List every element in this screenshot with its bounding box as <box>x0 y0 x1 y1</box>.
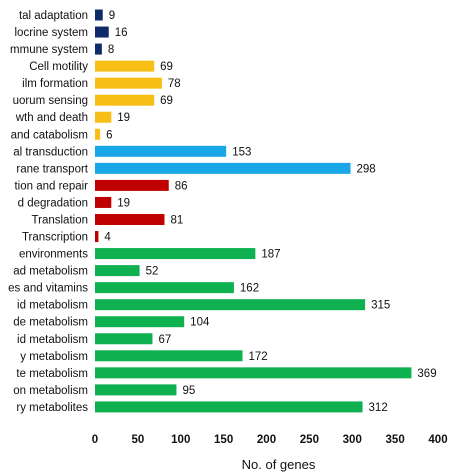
value-label: 153 <box>232 146 251 158</box>
bar <box>95 282 234 294</box>
category-label: id metabolism <box>17 334 88 346</box>
value-label: 104 <box>190 317 210 329</box>
category-label: mmune system <box>10 44 88 56</box>
x-axis-title: No. of genes <box>242 457 316 472</box>
bar <box>95 367 412 379</box>
bar <box>95 231 99 243</box>
category-label: rane transport <box>16 163 88 175</box>
value-label: 187 <box>261 249 280 261</box>
bar <box>95 77 162 89</box>
category-label: environments <box>19 249 88 261</box>
value-label: 78 <box>168 78 181 90</box>
value-label: 19 <box>117 112 130 124</box>
x-tick-label: 250 <box>300 434 319 446</box>
bar <box>95 299 366 311</box>
x-tick-label: 400 <box>428 434 447 446</box>
category-label: d degradation <box>18 197 88 209</box>
value-label: 81 <box>170 214 183 226</box>
category-label: al transduction <box>13 146 88 158</box>
value-label: 162 <box>240 283 259 295</box>
bar <box>95 94 155 106</box>
category-label: tion and repair <box>14 180 88 192</box>
value-label: 315 <box>371 300 390 312</box>
value-label: 6 <box>106 129 112 141</box>
category-labels: tal adaptation locrine system mmune system… <box>8 10 89 414</box>
value-label: 369 <box>417 368 436 380</box>
category-label: y metabolism <box>20 351 88 363</box>
category-label: uorum sensing <box>13 95 88 107</box>
bar <box>95 196 112 208</box>
value-label: 69 <box>160 95 173 107</box>
bar <box>95 111 112 123</box>
bar <box>95 60 155 72</box>
value-label: 95 <box>182 385 195 397</box>
bar <box>95 333 153 345</box>
x-tick-label: 300 <box>343 434 362 446</box>
value-label: 67 <box>158 334 171 346</box>
value-label: 19 <box>117 197 130 209</box>
category-label: wth and death <box>15 112 88 124</box>
category-label: id metabolism <box>17 300 88 312</box>
bar <box>95 128 101 140</box>
bar <box>95 9 103 21</box>
value-label: 86 <box>175 180 188 192</box>
value-label: 172 <box>248 351 267 363</box>
bar <box>95 162 351 174</box>
bar <box>95 265 140 277</box>
bars-group <box>95 9 412 413</box>
x-tick-label: 150 <box>214 434 233 446</box>
bar <box>95 316 185 328</box>
x-tick-label: 350 <box>386 434 405 446</box>
category-label: de metabolism <box>13 317 88 329</box>
category-label: Translation <box>32 214 88 226</box>
bar <box>95 179 169 191</box>
x-tick-label: 0 <box>92 434 98 446</box>
category-label: Transcription <box>22 232 88 244</box>
category-label: ilm formation <box>22 78 88 90</box>
value-label: 312 <box>369 402 388 414</box>
value-label: 298 <box>357 163 376 175</box>
category-label: and catabolism <box>11 129 88 141</box>
value-label: 69 <box>160 61 173 73</box>
category-label: te metabolism <box>16 368 88 380</box>
bar <box>95 401 363 413</box>
bar <box>95 384 177 396</box>
bar <box>95 213 165 225</box>
x-tick-label: 100 <box>171 434 190 446</box>
category-label: ry metabolites <box>16 402 88 414</box>
bar <box>95 248 256 260</box>
bar <box>95 145 227 157</box>
value-label: 9 <box>109 10 115 22</box>
bar <box>95 43 102 55</box>
category-label: locrine system <box>15 27 89 39</box>
category-label: on metabolism <box>13 385 88 397</box>
category-label: ad metabolism <box>13 266 88 278</box>
category-label: es and vitamins <box>8 283 88 295</box>
value-label: 4 <box>104 232 111 244</box>
category-label: tal adaptation <box>19 10 88 22</box>
value-label: 8 <box>108 44 114 56</box>
value-label: 16 <box>115 27 128 39</box>
x-tick-label: 50 <box>131 434 144 446</box>
bar <box>95 26 109 38</box>
x-tick-label: 200 <box>257 434 276 446</box>
x-tick-labels: 0 50 100 150 200 250 300 350 400 <box>92 434 448 446</box>
bar <box>95 350 243 362</box>
category-label: Cell motility <box>29 61 88 73</box>
value-label: 52 <box>146 266 159 278</box>
